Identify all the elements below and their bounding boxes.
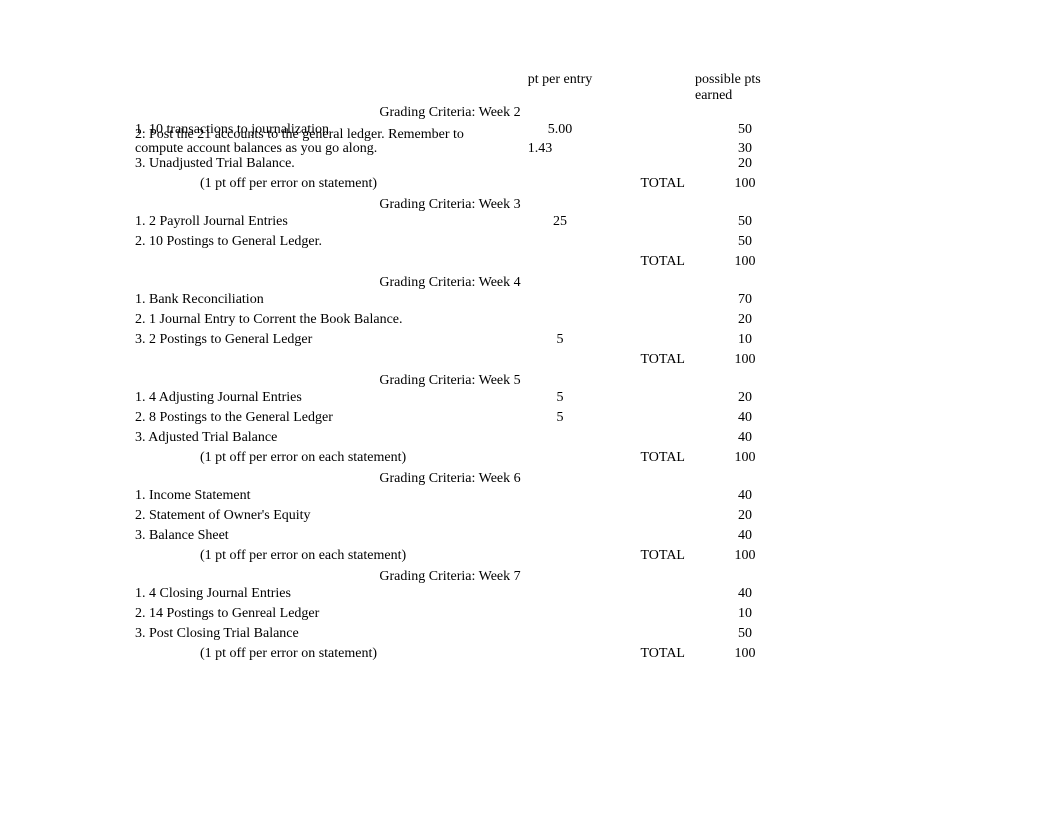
item-pts: 70 [695,292,795,308]
week-title: Grading Criteria: Week 6 [70,470,830,488]
item-desc: 2. Statement of Owner's Equity [70,508,510,524]
total-row: (1 pt off per error on each statement) TO… [70,548,830,568]
total-value: 100 [695,352,795,368]
total-value: 100 [695,646,795,662]
week-title: Grading Criteria: Week 4 [70,274,830,292]
total-label: TOTAL [610,176,695,192]
total-label: TOTAL [610,352,695,368]
item-row: 2. 1 Journal Entry to Corrent the Book B… [70,312,830,332]
item-pts: 10 [695,332,795,348]
total-label: TOTAL [610,450,695,466]
total-row: TOTAL100 [70,254,830,274]
note-text: (1 pt off per error on statement) [70,646,510,662]
item-pt: 25 [510,214,610,230]
item-pts: 50 [695,626,795,642]
item-row: 1. Income Statement 40 [70,488,830,508]
grading-criteria-document: pt per entry possible pts earned Grading… [70,72,830,666]
note-text: (1 pt off per error on each statement) [70,450,510,466]
item-row: 2. 8 Postings to the General Ledger5 40 [70,410,830,430]
item-pts: 10 [695,606,795,622]
item-pts: 20 [695,390,795,406]
week-title: Grading Criteria: Week 5 [70,372,830,390]
note-text: (1 pt off per error on each statement) [70,548,510,564]
item-row: 1. 4 Closing Journal Entries 40 [70,586,830,606]
item-row: 3. Adjusted Trial Balance 40 [70,430,830,450]
item-desc: 1. 4 Adjusting Journal Entries [70,390,510,406]
item-desc: 3. Unadjusted Trial Balance. [70,156,510,172]
header-possible-pts: possible pts earned [695,72,795,104]
item-pts: 40 [695,430,795,446]
header-row: pt per entry possible pts earned [70,72,830,104]
item-desc: 3. Adjusted Trial Balance [70,430,510,446]
item-pts: 40 [695,528,795,544]
item-row: 2. Statement of Owner's Equity 20 [70,508,830,528]
item-pt: 5 [510,332,610,348]
item-pts: 40 [695,586,795,602]
item-desc: 3. 2 Postings to General Ledger [70,332,510,348]
item-row: 1. Bank Reconciliation 70 [70,292,830,312]
item-desc: 3. Post Closing Trial Balance [70,626,510,642]
week-title: Grading Criteria: Week 3 [70,196,830,214]
item-desc: 1. 10 transactions to journalization [70,122,510,138]
note-text: (1 pt off per error on statement) [70,176,510,192]
total-value: 100 [695,254,795,270]
item-desc: 1. Bank Reconciliation [70,292,510,308]
total-label: TOTAL [610,646,695,662]
item-pts: 40 [695,488,795,504]
item-pt: 5 [510,410,610,426]
item-row: 3. 2 Postings to General Ledger5 10 [70,332,830,352]
item-pts: 20 [695,156,795,172]
item-pt: 5 [510,390,610,406]
item-pts: 40 [695,410,795,426]
item-pts: 20 [695,312,795,328]
item-row: 3. Unadjusted Trial Balance. 20 [70,156,830,176]
total-label: TOTAL [610,254,695,270]
weeks-container: Grading Criteria: Week 21. 10 transactio… [70,104,830,666]
overlap-wrap: 1. 10 transactions to journalization5.00… [70,122,830,156]
item-row: 2. 14 Postings to Genreal Ledger 10 [70,606,830,626]
total-row: TOTAL100 [70,352,830,372]
item-desc: 1. 2 Payroll Journal Entries [70,214,510,230]
item-desc: 3. Balance Sheet [70,528,510,544]
total-row: (1 pt off per error on each statement) TO… [70,450,830,470]
item-desc: 2. 10 Postings to General Ledger. [70,234,510,250]
item-row: 1. 2 Payroll Journal Entries25 50 [70,214,830,234]
item-pts: 50 [695,122,795,138]
total-value: 100 [695,450,795,466]
total-value: 100 [695,548,795,564]
item-pts: 20 [695,508,795,524]
item-row: 1. 10 transactions to journalization5.00… [70,122,830,142]
total-value: 100 [695,176,795,192]
item-desc: 2. 8 Postings to the General Ledger [70,410,510,426]
week-title: Grading Criteria: Week 7 [70,568,830,586]
item-desc: 2. 14 Postings to Genreal Ledger [70,606,510,622]
total-row: (1 pt off per error on statement) TOTAL10… [70,646,830,666]
item-desc: 1. 4 Closing Journal Entries [70,586,510,602]
item-row: 1. 4 Adjusting Journal Entries5 20 [70,390,830,410]
item-row: 3. Post Closing Trial Balance 50 [70,626,830,646]
week-title: Grading Criteria: Week 2 [70,104,830,122]
item-desc: 1. Income Statement [70,488,510,504]
item-pts: 50 [695,234,795,250]
header-pt-per-entry: pt per entry [510,72,610,88]
total-label: TOTAL [610,548,695,564]
item-pts: 50 [695,214,795,230]
total-row: (1 pt off per error on statement) TOTAL10… [70,176,830,196]
item-row: 2. 10 Postings to General Ledger. 50 [70,234,830,254]
item-row: 3. Balance Sheet 40 [70,528,830,548]
item-desc: 2. 1 Journal Entry to Corrent the Book B… [70,312,510,328]
item-pt: 5.00 [510,122,610,138]
